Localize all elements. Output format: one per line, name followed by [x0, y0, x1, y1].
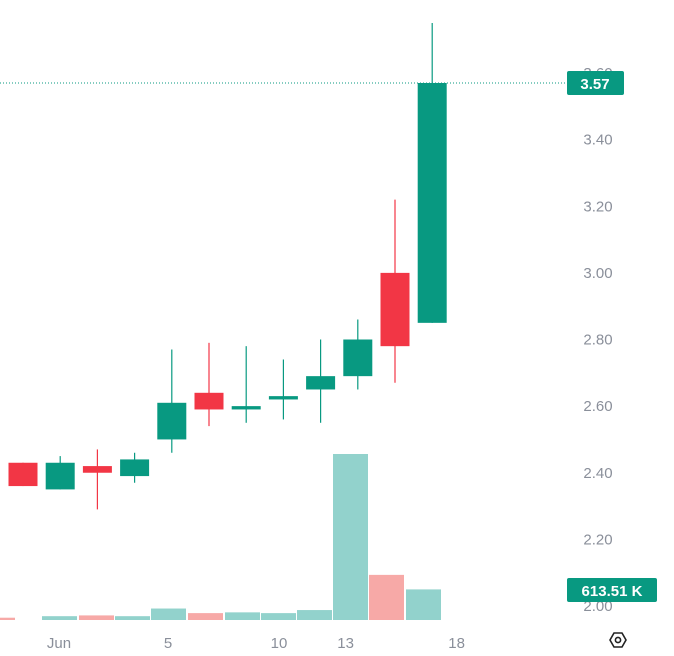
- price-tick-label: 2.00: [583, 598, 612, 615]
- candle-body: [157, 402, 187, 440]
- candle-body: [8, 462, 38, 487]
- candle: [231, 346, 261, 423]
- candle: [306, 339, 336, 423]
- candle: [380, 199, 410, 383]
- volume-bar: [79, 615, 114, 620]
- hexagon-center: [614, 636, 622, 644]
- time-tick-label: 10: [271, 635, 288, 652]
- last-price-label: 3.57: [580, 76, 609, 93]
- candle: [120, 452, 150, 483]
- candle: [268, 359, 298, 420]
- time-tick-label: 18: [448, 635, 465, 652]
- candle-body: [417, 82, 447, 323]
- time-tick-label: 5: [164, 635, 172, 652]
- candle-body: [380, 272, 410, 347]
- candle-body: [120, 459, 150, 477]
- candle: [8, 462, 38, 487]
- candle-body: [231, 406, 261, 410]
- candle: [157, 349, 187, 453]
- price-tick-label: 2.80: [583, 332, 612, 349]
- candle: [45, 456, 75, 490]
- candle-body: [306, 376, 336, 390]
- volume-bar: [261, 613, 296, 620]
- volume-bar: [115, 616, 150, 620]
- candle-body: [82, 466, 112, 473]
- price-tick-label: 2.60: [583, 398, 612, 415]
- candle: [343, 319, 373, 390]
- last-volume-label: 613.51 K: [582, 583, 643, 600]
- time-tick-label: Jun: [47, 635, 71, 652]
- candle-body: [194, 392, 224, 410]
- candle-body: [45, 462, 75, 490]
- price-tick-label: 2.40: [583, 465, 612, 482]
- time-axis[interactable]: Jun 5 10 13 18: [47, 635, 465, 652]
- candle-body: [268, 396, 298, 400]
- candle-layer: [8, 23, 447, 510]
- candle: [194, 342, 224, 427]
- price-tick-label: 3.40: [583, 132, 612, 149]
- volume-bar: [297, 610, 332, 620]
- volume-bar: [42, 616, 77, 620]
- price-tick-label: 3.20: [583, 198, 612, 215]
- volume-bar: [151, 608, 186, 620]
- volume-bar: [225, 612, 260, 620]
- price-tick-label: 3.00: [583, 265, 612, 282]
- axis-tags: 3.57 613.51 K: [567, 70, 657, 602]
- chart-settings-icon[interactable]: [609, 632, 627, 648]
- hexagon-outline: [609, 632, 627, 648]
- last-price-tag: [567, 70, 624, 95]
- price-tick-label: 2.20: [583, 531, 612, 548]
- volume-bar: [188, 613, 223, 620]
- volume-layer: [0, 454, 441, 620]
- candle-body: [343, 339, 373, 377]
- volume-bar: [369, 574, 404, 620]
- volume-bar: [0, 617, 15, 620]
- volume-bar: [406, 589, 441, 620]
- time-tick-label: 13: [337, 635, 354, 652]
- candle: [82, 449, 112, 510]
- candle: [417, 23, 447, 323]
- last-volume-tag: [567, 578, 657, 602]
- price-axis[interactable]: 2.002.202.402.602.803.003.203.403.60: [583, 65, 612, 615]
- volume-bar: [333, 454, 368, 620]
